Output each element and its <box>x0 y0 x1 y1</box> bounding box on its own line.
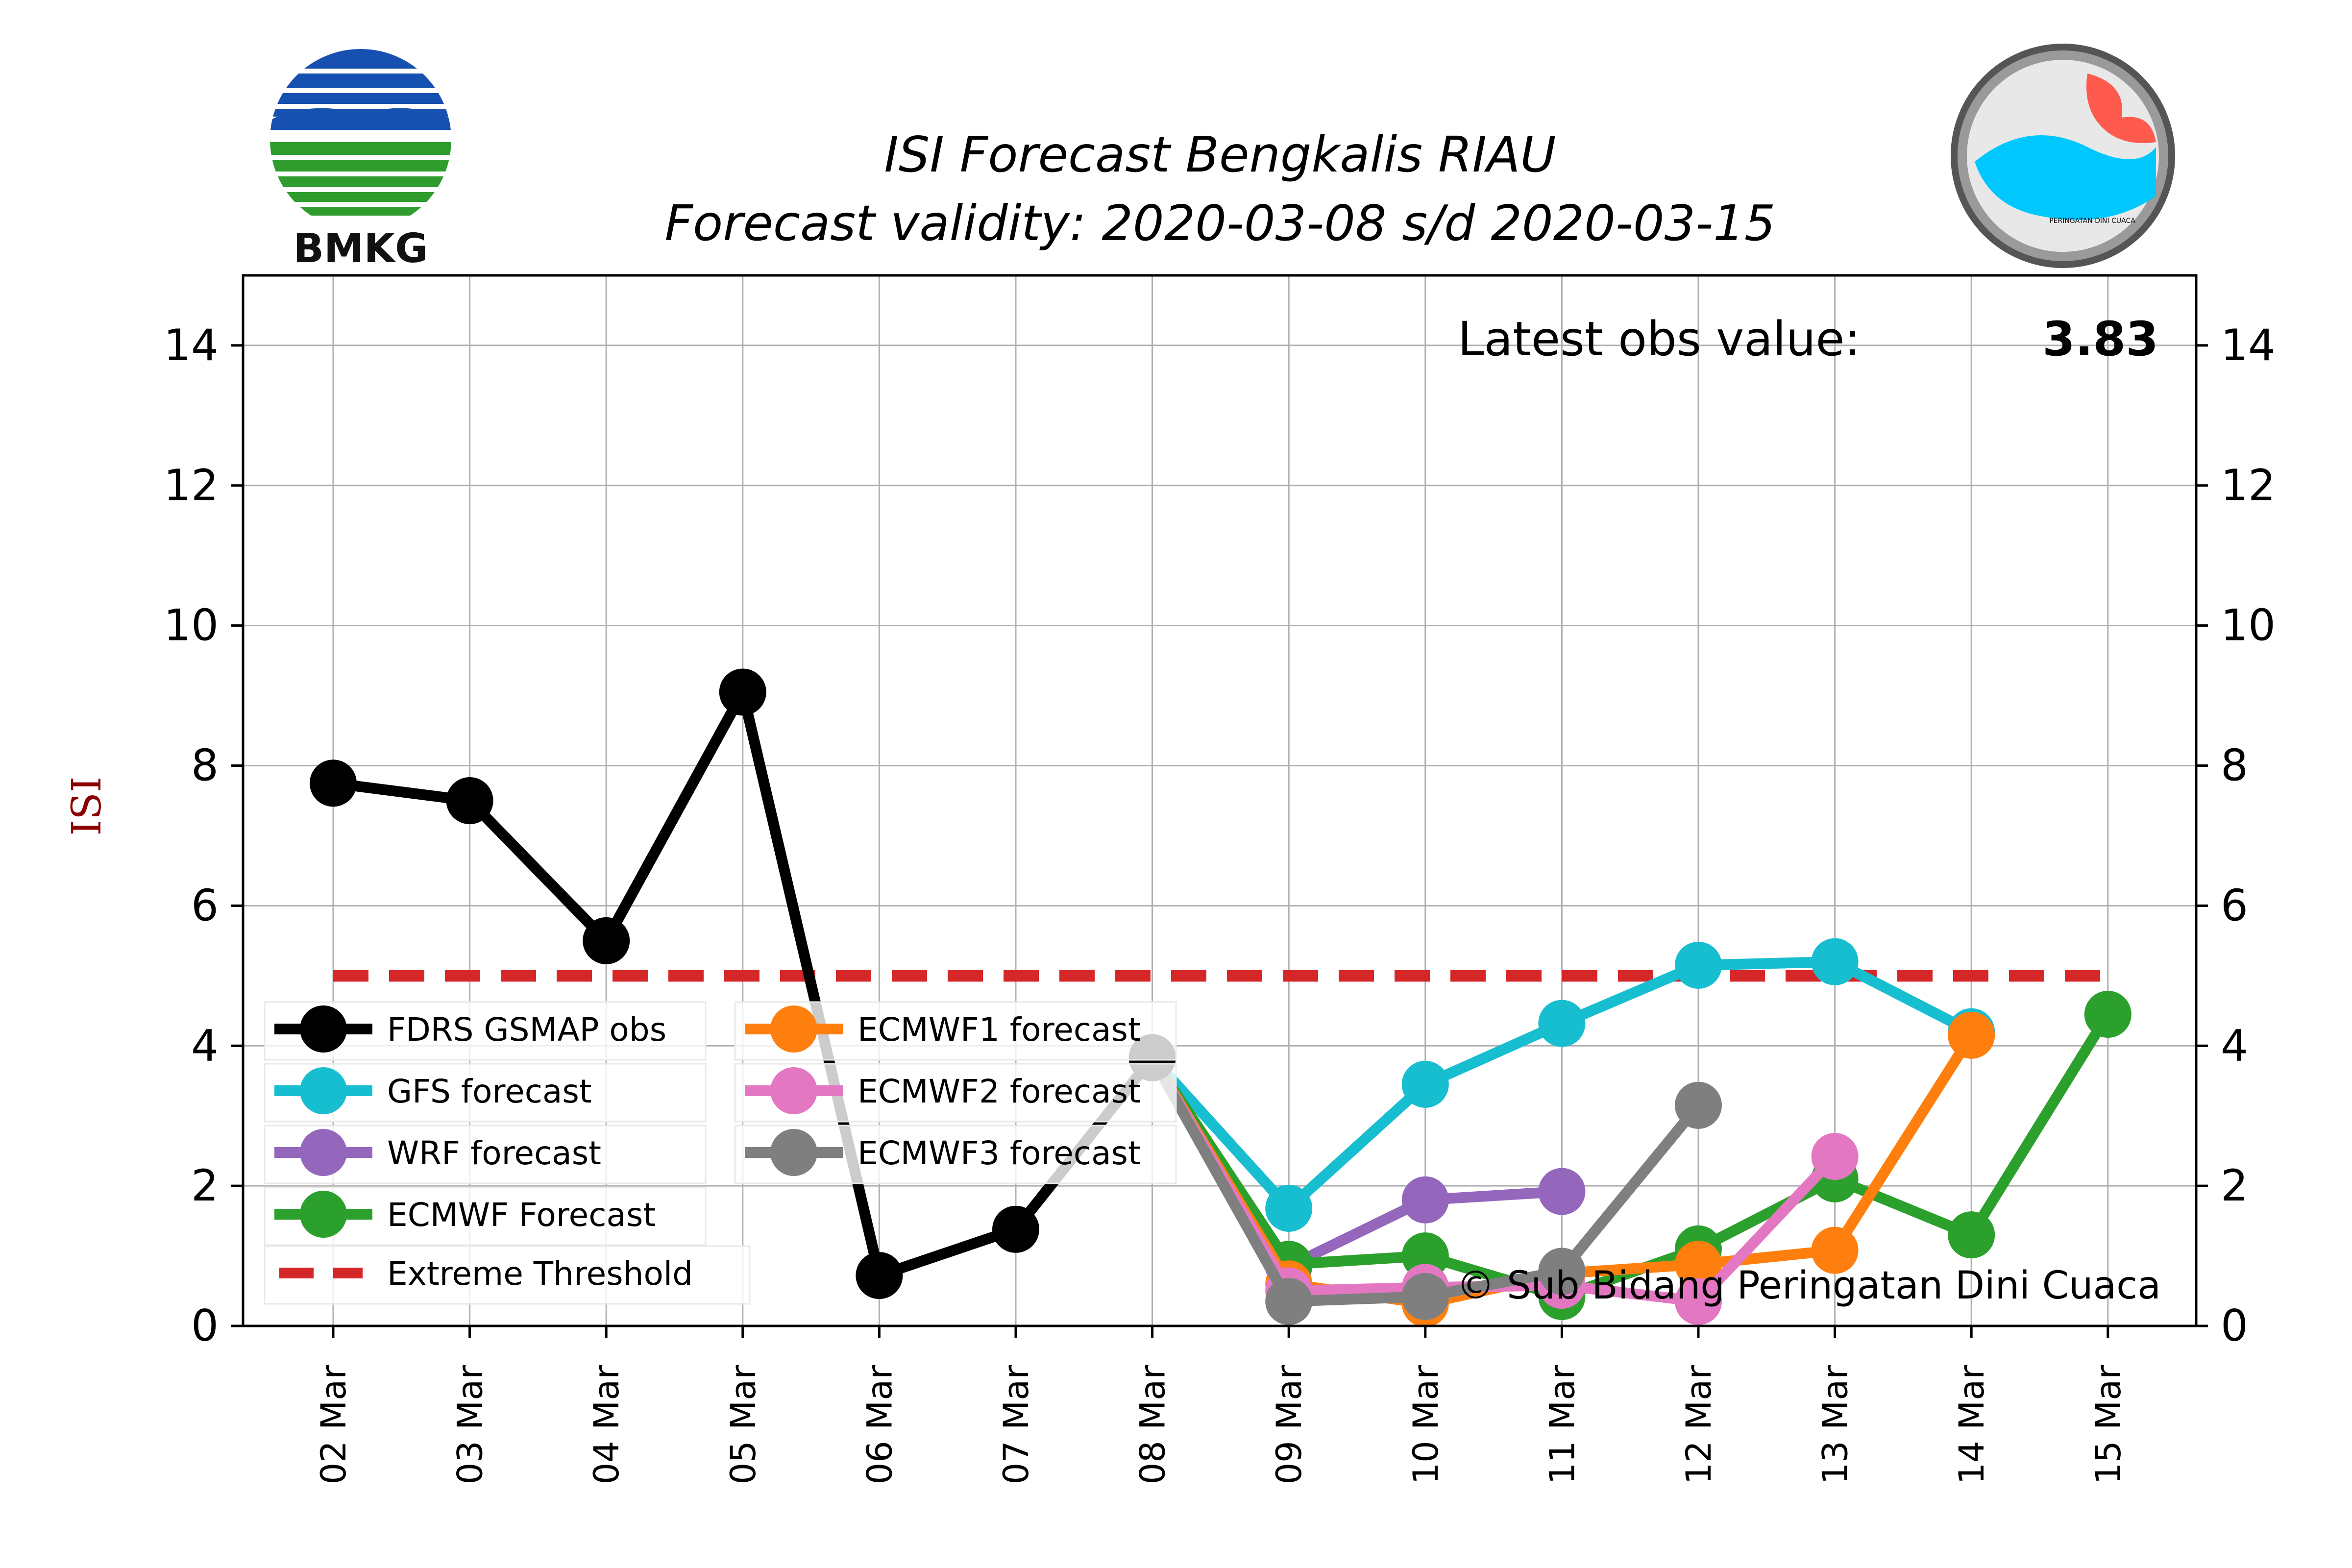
y-tick-label-right: 0 <box>2221 1300 2248 1351</box>
y-tick-label-left: 14 <box>164 320 219 370</box>
y-tick-label-right: 4 <box>2221 1020 2248 1071</box>
y-tick-label-right: 10 <box>2221 600 2276 651</box>
legend-swatch-marker <box>300 1129 347 1176</box>
data-point <box>1401 1273 1449 1320</box>
legend-swatch-marker <box>770 1129 817 1176</box>
y-tick-label-right: 12 <box>2221 460 2276 511</box>
data-point <box>1675 1277 1722 1325</box>
x-tick-label: 11 Mar <box>1542 1365 1582 1485</box>
x-tick-label: 13 Mar <box>1815 1365 1856 1485</box>
y-tick-label-left: 2 <box>191 1160 219 1211</box>
y-tick-label-right: 14 <box>2221 320 2276 370</box>
y-tick-label-right: 6 <box>2221 880 2248 931</box>
y-tick-label-left: 12 <box>164 460 219 511</box>
series-fdrs-gsmap-obs <box>310 668 1176 1299</box>
legend-label: ECMWF Forecast <box>387 1196 656 1234</box>
x-tick-label: 05 Mar <box>723 1365 763 1485</box>
legend-swatch-marker <box>300 1067 347 1114</box>
data-point <box>856 1252 903 1299</box>
pdc-logo: PERINGATAN DINI CUACA <box>1951 44 2175 268</box>
y-ticks-right: 0 2 4 6 8 10 12 14 <box>2196 320 2276 1351</box>
legend: FDRS GSMAP obs GFS forecast WRF forecast EC… <box>264 1001 1177 1305</box>
data-point <box>1948 1211 1995 1259</box>
latest-obs-value: 3.83 <box>2042 312 2158 367</box>
legend-label: FDRS GSMAP obs <box>387 1011 666 1049</box>
data-point <box>583 917 630 964</box>
data-point <box>1401 1060 1449 1108</box>
x-tick-label: 02 Mar <box>314 1365 354 1485</box>
legend-swatch-marker <box>770 1005 817 1053</box>
x-tick-label: 09 Mar <box>1269 1365 1309 1485</box>
latest-obs-label: Latest obs value: <box>1458 312 1861 367</box>
data-point <box>1538 1168 1586 1215</box>
y-tick-label-left: 8 <box>191 740 219 791</box>
legend-swatch-marker <box>770 1067 817 1114</box>
legend-label: ECMWF2 forecast <box>858 1073 1141 1110</box>
y-tick-label-left: 4 <box>191 1020 219 1071</box>
data-point <box>1675 1241 1722 1288</box>
legend-label: ECMWF3 forecast <box>858 1134 1141 1172</box>
data-point <box>992 1205 1039 1253</box>
y-tick-label-left: 0 <box>191 1300 219 1351</box>
credit-text: © Sub Bidang Peringatan Dini Cuaca <box>1456 1264 2161 1308</box>
chart-title-line1: ISI Forecast Bengkalis RIAU <box>884 126 1556 183</box>
legend-swatch-marker <box>300 1005 347 1053</box>
legend-label: WRF forecast <box>387 1134 601 1172</box>
x-tick-label: 08 Mar <box>1133 1365 1173 1485</box>
legend-label: GFS forecast <box>387 1073 592 1110</box>
x-tick-label: 10 Mar <box>1406 1365 1446 1485</box>
data-point <box>719 668 766 716</box>
data-point <box>1811 938 1859 985</box>
y-ticks-left: 0 2 4 6 8 10 12 14 <box>164 320 243 1351</box>
data-point <box>1538 1248 1586 1295</box>
legend-label: ECMWF1 forecast <box>858 1011 1141 1049</box>
data-point <box>1811 1226 1859 1274</box>
data-point <box>1538 1000 1586 1047</box>
y-tick-label-right: 8 <box>2221 740 2248 791</box>
x-ticks: 02 Mar 03 Mar 04 Mar 05 Mar 06 Mar 07 Mar 08 M… <box>314 1326 2129 1484</box>
legend-label: Extreme Threshold <box>387 1255 693 1293</box>
x-tick-label: 07 Mar <box>996 1365 1036 1485</box>
data-point <box>446 777 493 824</box>
plot-frame <box>242 274 2198 1327</box>
series-gfs-forecast <box>1128 938 1995 1232</box>
data-point <box>2084 990 2132 1038</box>
x-tick-label: 03 Mar <box>450 1365 490 1485</box>
x-tick-label: 06 Mar <box>859 1365 900 1485</box>
y-axis-label: ISI <box>64 777 110 836</box>
chart-title-line2: Forecast validity: 2020-03-08 s/d 2020-0… <box>665 195 1776 252</box>
bmkg-logo-text: BMKG <box>294 225 428 272</box>
x-tick-label: 14 Mar <box>1952 1365 1992 1485</box>
legend-entry-box <box>264 1245 751 1305</box>
data-point <box>1811 1133 1859 1180</box>
data-point <box>310 760 357 807</box>
data-point <box>1265 1277 1313 1325</box>
series-layer <box>310 668 2132 1327</box>
y-tick-label-right: 2 <box>2221 1160 2248 1211</box>
x-tick-label: 15 Mar <box>2088 1365 2129 1485</box>
y-tick-label-left: 10 <box>164 600 219 651</box>
data-point <box>1948 1011 1995 1059</box>
data-point <box>1675 941 1722 989</box>
x-tick-label: 12 Mar <box>1679 1365 1719 1485</box>
data-point <box>1675 1081 1722 1129</box>
pdc-logo-text: PERINGATAN DINI CUACA <box>2049 217 2135 225</box>
data-point <box>1401 1176 1449 1224</box>
x-tick-label: 04 Mar <box>587 1365 627 1485</box>
y-tick-label-left: 6 <box>191 880 219 931</box>
data-point <box>1265 1184 1313 1232</box>
legend-swatch-marker <box>300 1191 347 1238</box>
